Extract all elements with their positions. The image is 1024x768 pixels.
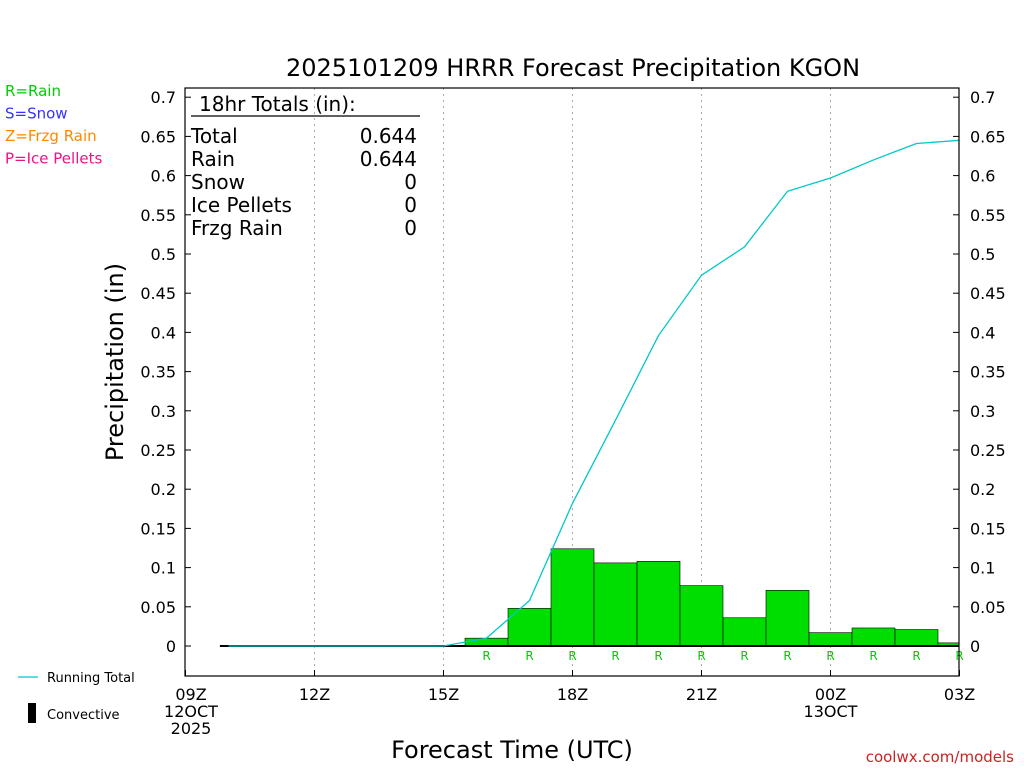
legend-type-entry: Z=Frzg Rain bbox=[5, 127, 97, 145]
y-tick-label-right: 0.7 bbox=[970, 88, 995, 107]
rain-bar bbox=[765, 590, 810, 647]
y-tick-label-left: 0.4 bbox=[151, 323, 176, 342]
x-tick-label: 12Z bbox=[299, 685, 330, 704]
y-tick-label-right: 0 bbox=[970, 637, 980, 656]
y-tick-label-right: 0.45 bbox=[970, 284, 1006, 303]
totals-box: 18hr Totals (in): Total 0.644 Rain 0.644 Snow… bbox=[190, 92, 420, 240]
totals-row-label: Total bbox=[190, 124, 238, 148]
rain-bar bbox=[722, 617, 767, 647]
precip-type-label: R bbox=[783, 649, 791, 663]
x-tick-label: 21Z bbox=[686, 685, 717, 704]
y-tick-label-left: 0.1 bbox=[151, 559, 176, 578]
x-tick-label: 03Z bbox=[944, 685, 975, 704]
y-tick-label-left: 0.55 bbox=[140, 206, 176, 225]
x-tick-label: 18Z bbox=[557, 685, 588, 704]
credit-text: coolwx.com/models bbox=[866, 748, 1014, 766]
y-tick-label-left: 0.45 bbox=[140, 284, 176, 303]
rain-bar bbox=[679, 585, 724, 647]
convective-legend-label: Convective bbox=[47, 708, 120, 723]
y-tick-label-left: 0.3 bbox=[151, 402, 176, 421]
precip-type-label: R bbox=[611, 649, 619, 663]
precip-type-label: R bbox=[740, 649, 748, 663]
precip-type-label: R bbox=[697, 649, 705, 663]
precip-type-label: R bbox=[568, 649, 576, 663]
y-tick-label-left: 0 bbox=[166, 637, 176, 656]
y-axes: 0 00.05 0.050.1 0.10.15 0.150.2 0.20.25 0.250.… bbox=[140, 88, 1005, 656]
y-tick-label-right: 0.25 bbox=[970, 441, 1006, 460]
rain-bar bbox=[808, 632, 853, 647]
y-tick-label-left: 0.15 bbox=[140, 519, 176, 538]
precip-type-label: R bbox=[482, 649, 490, 663]
y-axis-label: Precipitation (in) bbox=[101, 263, 129, 461]
y-tick-label-right: 0.4 bbox=[970, 323, 995, 342]
y-tick-label-right: 0.15 bbox=[970, 519, 1006, 538]
running-total-line bbox=[228, 139, 960, 647]
rain-bar bbox=[464, 637, 509, 647]
y-tick-label-left: 0.5 bbox=[151, 245, 176, 264]
y-tick-label-left: 0.25 bbox=[140, 441, 176, 460]
y-tick-label-left: 0.6 bbox=[151, 167, 176, 186]
precip-type-label: R bbox=[826, 649, 834, 663]
series-lines bbox=[219, 139, 960, 647]
rain-bar bbox=[593, 562, 638, 647]
totals-header: 18hr Totals (in): bbox=[199, 92, 356, 116]
y-tick-label-left: 0.05 bbox=[140, 598, 176, 617]
y-tick-label-left: 0.7 bbox=[151, 88, 176, 107]
rain-bar bbox=[507, 608, 552, 647]
legend-type-entry: R=Rain bbox=[5, 82, 61, 100]
line-legend: Running Total Convective bbox=[18, 671, 135, 723]
rain-bar bbox=[636, 561, 681, 647]
totals-row-value: 0.644 bbox=[360, 124, 417, 148]
convective-swatch bbox=[28, 703, 36, 723]
x-axis-label: Forecast Time (UTC) bbox=[391, 736, 633, 764]
totals-row-label: Ice Pellets bbox=[191, 193, 292, 217]
totals-row-value: 0 bbox=[404, 193, 417, 217]
x-tick-label: 12OCT bbox=[164, 702, 218, 721]
rain-bars bbox=[464, 548, 960, 647]
y-tick-label-right: 0.3 bbox=[970, 402, 995, 421]
totals-row-label: Frzg Rain bbox=[191, 216, 283, 240]
totals-row-label: Rain bbox=[191, 147, 235, 171]
totals-row-value: 0 bbox=[404, 170, 417, 194]
rain-bar bbox=[851, 627, 896, 647]
running-total-legend-label: Running Total bbox=[47, 671, 135, 686]
y-tick-label-right: 0.1 bbox=[970, 559, 995, 578]
x-tick-label: 2025 bbox=[171, 719, 212, 738]
y-tick-label-right: 0.55 bbox=[970, 206, 1006, 225]
x-tick-label: 13OCT bbox=[804, 702, 858, 721]
y-tick-label-left: 0.35 bbox=[140, 363, 176, 382]
precip-type-label: R bbox=[654, 649, 662, 663]
rain-bar bbox=[894, 629, 939, 647]
legend-type-entry: P=Ice Pellets bbox=[5, 150, 102, 168]
precip-type-legend: R=Rain S=Snow Z=Frzg Rain P=Ice Pellets bbox=[5, 82, 102, 168]
x-tick-label: 15Z bbox=[428, 685, 459, 704]
y-tick-label-right: 0.2 bbox=[970, 480, 995, 499]
y-tick-label-right: 0.5 bbox=[970, 245, 995, 264]
totals-row-value: 0 bbox=[404, 216, 417, 240]
y-tick-label-right: 0.6 bbox=[970, 167, 995, 186]
y-tick-label-right: 0.05 bbox=[970, 598, 1006, 617]
precip-type-label: R bbox=[912, 649, 920, 663]
totals-row-value: 0.644 bbox=[360, 147, 417, 171]
y-tick-label-right: 0.35 bbox=[970, 363, 1006, 382]
legend-type-entry: S=Snow bbox=[5, 105, 68, 123]
y-tick-label-left: 0.2 bbox=[151, 480, 176, 499]
precip-type-label: R bbox=[525, 649, 533, 663]
rain-bar bbox=[550, 548, 595, 647]
totals-row-label: Snow bbox=[191, 170, 245, 194]
chart-title: 2025101209 HRRR Forecast Precipitation K… bbox=[286, 54, 860, 82]
y-tick-label-left: 0.65 bbox=[140, 127, 176, 146]
y-tick-label-right: 0.65 bbox=[970, 127, 1006, 146]
grid-lines bbox=[314, 88, 831, 676]
x-tick-label: 00Z bbox=[815, 685, 846, 704]
x-tick-label: 09Z bbox=[175, 685, 206, 704]
precip-type-label: R bbox=[869, 649, 877, 663]
